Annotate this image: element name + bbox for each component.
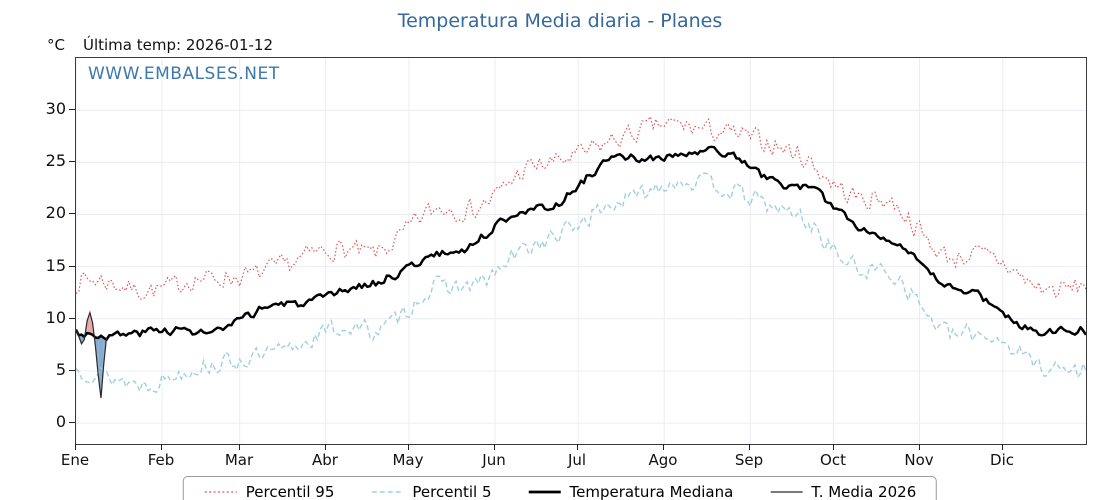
legend: Percentil 95 Percentil 5 Temperatura Media… — [182, 476, 938, 500]
x-tick-label: Oct — [820, 451, 846, 469]
x-tick-mark — [161, 444, 162, 450]
tmedia-fill-below — [98, 335, 101, 399]
y-tick-label: 5 — [55, 360, 66, 379]
y-tick-mark — [69, 213, 75, 214]
plot-canvas — [76, 58, 1086, 444]
y-tick-label: 15 — [45, 256, 66, 275]
legend-line-sample — [528, 490, 561, 494]
x-tick-label: Jul — [567, 451, 587, 469]
x-tick-label: Ago — [648, 451, 678, 469]
x-tick-mark — [833, 444, 834, 450]
percentil-95-line — [76, 115, 1086, 300]
temperatura-mediana-line — [76, 145, 1086, 341]
legend-line-sample — [371, 491, 404, 493]
x-tick-mark — [577, 444, 578, 450]
x-tick-label: Mar — [224, 451, 254, 469]
x-tick-mark — [75, 444, 76, 450]
legend-label: Percentil 95 — [245, 483, 335, 500]
plot-area: WWW.EMBALSES.NET — [75, 57, 1087, 445]
chart-subheader: °C Última temp: 2026-01-12 — [47, 36, 273, 54]
x-tick-mark — [408, 444, 409, 450]
y-tick-label: 25 — [45, 151, 66, 170]
y-tick-label: 30 — [45, 99, 66, 118]
legend-line-sample — [204, 491, 237, 493]
y-tick-mark — [69, 109, 75, 110]
percentil-5-line — [76, 172, 1086, 394]
watermark: WWW.EMBALSES.NET — [88, 64, 280, 84]
t-media-2026-line — [76, 310, 108, 399]
x-tick-label: Dic — [990, 451, 1014, 469]
tmedia-fill-above — [89, 312, 93, 335]
last-temp-label: Última temp: 2026-01-12 — [82, 36, 273, 54]
legend-item-temperatura-mediana: Temperatura Mediana — [527, 483, 733, 500]
chart-title: Temperatura Media diaria - Planes — [397, 10, 723, 32]
y-tick-mark — [69, 318, 75, 319]
x-tick-label: Nov — [904, 451, 934, 469]
legend-item-percentil-95: Percentil 95 — [204, 483, 335, 500]
y-tick-label: 10 — [45, 308, 66, 327]
x-tick-mark — [919, 444, 920, 450]
x-tick-mark — [494, 444, 495, 450]
x-tick-mark — [1002, 444, 1003, 450]
x-tick-mark — [663, 444, 664, 450]
x-tick-mark — [325, 444, 326, 450]
y-tick-label: 0 — [55, 412, 66, 431]
y-tick-mark — [69, 370, 75, 371]
x-tick-mark — [239, 444, 240, 450]
legend-label: T. Media 2026 — [811, 483, 917, 500]
x-tick-label: Ene — [60, 451, 90, 469]
y-tick-mark — [69, 266, 75, 267]
y-tick-mark — [69, 161, 75, 162]
legend-label: Percentil 5 — [412, 483, 492, 500]
y-axis-unit-label: °C — [47, 36, 65, 54]
x-tick-label: Feb — [147, 451, 175, 469]
legend-item-percentil-5: Percentil 5 — [370, 483, 491, 500]
y-tick-label: 20 — [45, 203, 66, 222]
tmedia-fill-above — [87, 312, 90, 334]
x-tick-label: Abr — [312, 451, 338, 469]
x-tick-mark — [749, 444, 750, 450]
x-tick-label: Sep — [734, 451, 764, 469]
x-tick-label: Jun — [482, 451, 506, 469]
x-tick-label: May — [392, 451, 424, 469]
legend-line-sample — [770, 491, 803, 493]
legend-item-t-media-2026: T. Media 2026 — [769, 483, 916, 500]
y-tick-mark — [69, 422, 75, 423]
legend-label: Temperatura Mediana — [569, 483, 734, 500]
